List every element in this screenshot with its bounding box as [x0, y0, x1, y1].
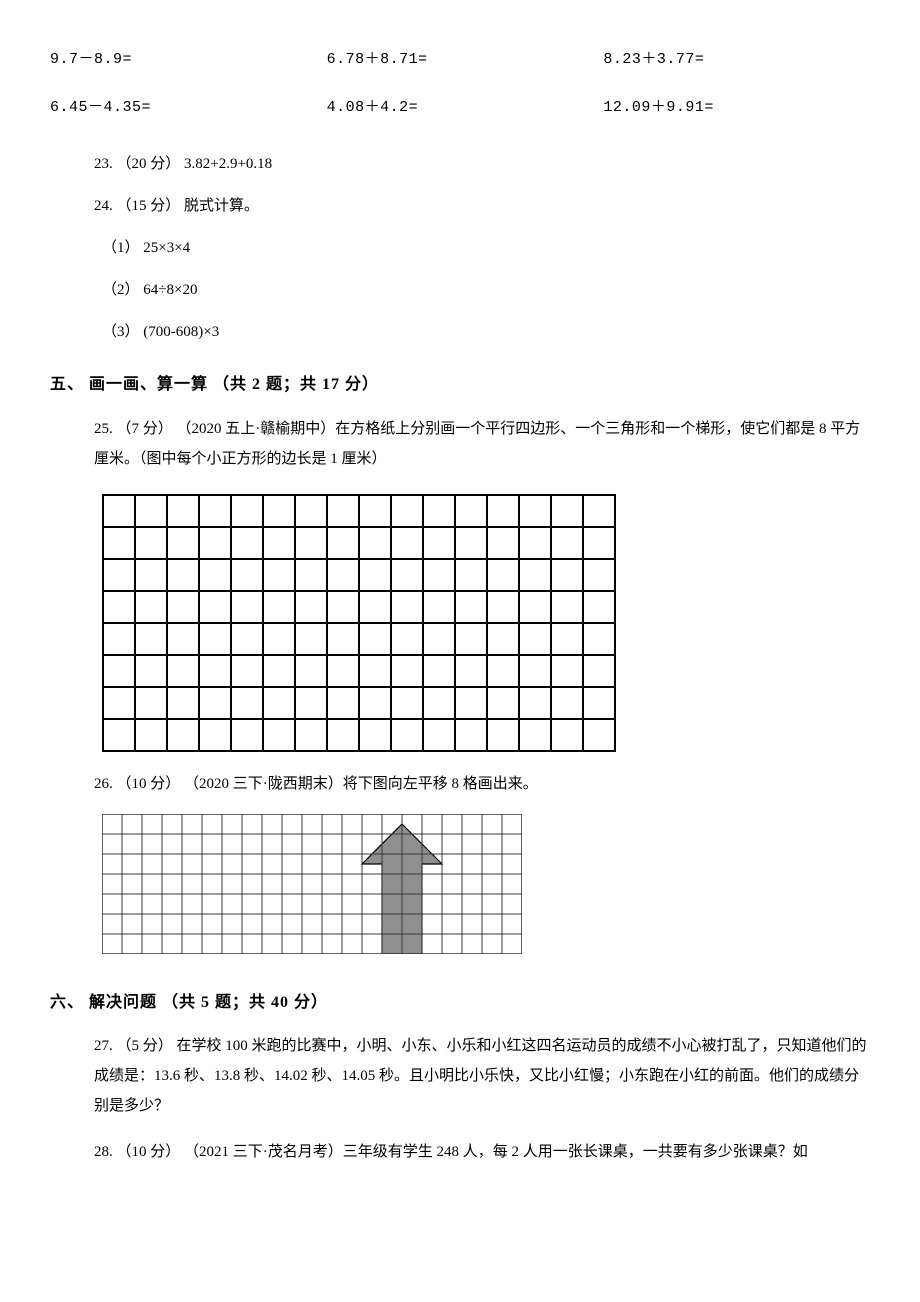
equation: 6.45－4.35= [50, 96, 317, 120]
section-5-title: 五、 画一画、算一算 （共 2 题；共 17 分） [50, 372, 870, 398]
question-26-figure [102, 814, 870, 962]
equations-block: 9.7－8.9= 6.78＋8.71= 8.23＋3.77= 6.45－4.35… [50, 48, 870, 120]
arrow-grid-svg [102, 814, 522, 954]
equation: 4.08＋4.2= [327, 96, 594, 120]
question-25-grid [102, 494, 870, 752]
question-24: 24. （15 分） 脱式计算。 [94, 194, 870, 218]
question-27: 27. （5 分） 在学校 100 米跑的比赛中，小明、小东、小乐和小红这四名运… [94, 1031, 870, 1121]
equation: 8.23＋3.77= [603, 48, 870, 72]
equation: 6.78＋8.71= [327, 48, 594, 72]
equation: 9.7－8.9= [50, 48, 317, 72]
question-24-item-1: （1） 25×3×4 [102, 236, 870, 260]
question-23: 23. （20 分） 3.82+2.9+0.18 [94, 152, 870, 176]
equation: 12.09＋9.91= [603, 96, 870, 120]
question-28: 28. （10 分） （2021 三下·茂名月考）三年级有学生 248 人，每 … [94, 1137, 870, 1167]
section-6-title: 六、 解决问题 （共 5 题；共 40 分） [50, 990, 870, 1016]
question-24-item-2: （2） 64÷8×20 [102, 278, 870, 302]
grid-table [102, 494, 616, 752]
question-25: 25. （7 分） （2020 五上·赣榆期中）在方格纸上分别画一个平行四边形、… [94, 414, 870, 474]
question-26: 26. （10 分） （2020 三下·陇西期末）将下图向左平移 8 格画出来。 [94, 772, 870, 796]
question-24-item-3: （3） (700-608)×3 [102, 320, 870, 344]
